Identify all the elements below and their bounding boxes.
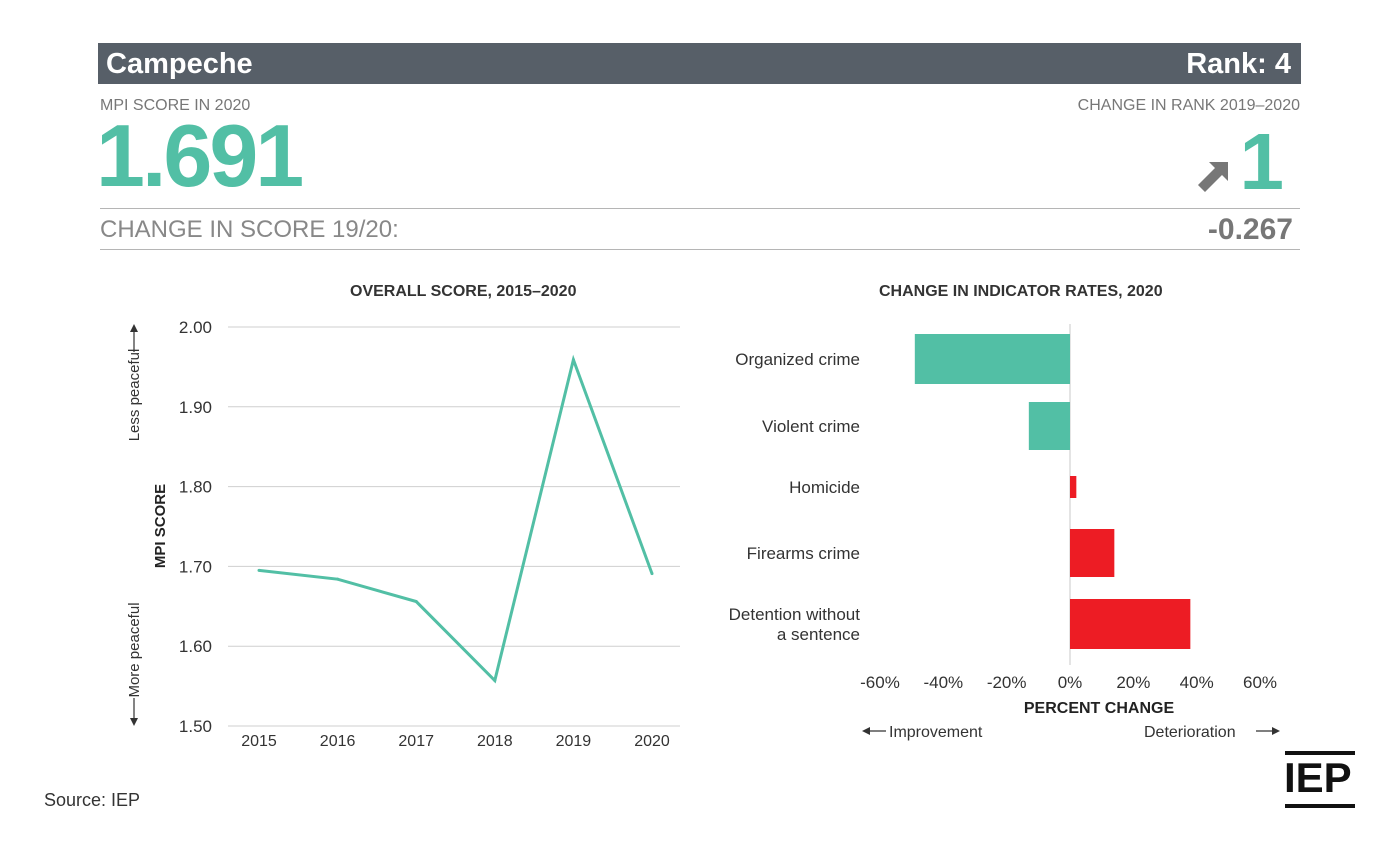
y-axis-label: MPI SCORE [152,484,169,568]
score-change-value: -0.267 [1207,213,1293,246]
y-tick-label: 1.60 [179,637,212,656]
arrow-right-icon [1272,727,1280,735]
y-tick-label: 1.50 [179,717,212,736]
arrow-left-icon [862,727,870,735]
line-chart-title: OVERALL SCORE, 2015–2020 [350,283,577,300]
header-bar: Campeche Rank: 4 [98,43,1301,84]
category-label: Detention without [729,605,861,624]
x-axis-label: PERCENT CHANGE [1024,700,1175,717]
data-point [493,679,497,683]
rank-change-label: CHANGE IN RANK 2019–2020 [1077,97,1300,114]
state-name: Campeche [106,48,253,80]
rank-label: Rank: 4 [1186,48,1291,80]
category-label: a sentence [777,625,860,644]
rank-change-value: 1 [1239,117,1285,206]
bar [1070,529,1115,577]
y-tick-label: 1.70 [179,557,212,576]
x-tick-label: 2018 [477,733,513,750]
legend-deterioration: Deterioration [1144,724,1236,741]
y-tick-label: 1.90 [179,398,212,417]
bar-chart: Organized crime Violent crime Homicide Fire… [729,324,1280,741]
x-tick-label: 2016 [320,733,356,750]
x-tick-label: -40% [923,673,963,692]
x-tick-label: 2017 [398,733,434,750]
category-label: Homicide [789,478,860,497]
arrow-down-icon [130,718,138,726]
bar [1028,402,1070,450]
legend-improvement: Improvement [889,724,983,741]
bar [914,334,1070,384]
category-label: Firearms crime [747,544,860,563]
x-tick-label: 2019 [556,733,592,750]
category-label: Violent crime [762,417,860,436]
data-point [571,358,575,362]
bar-chart-title: CHANGE IN INDICATOR RATES, 2020 [879,283,1163,300]
arrow-up-right-icon [1198,162,1228,192]
line-chart: 1.50 1.60 1.70 1.80 1.90 2.00 2015 2016 2017 2018… [126,318,680,750]
divider [100,249,1300,250]
mpi-score-value: 1.691 [96,106,304,205]
x-tick-label: 60% [1243,673,1277,692]
x-tick-label: 20% [1116,673,1150,692]
arrow-up-icon [130,324,138,332]
y-annotation-top: Less peaceful [126,349,143,442]
data-point [650,572,654,576]
divider [100,208,1300,209]
iep-logo: IEP [1284,751,1355,808]
mpi-score-label: MPI SCORE IN 2020 [100,97,251,114]
y-tick-label: 2.00 [179,318,212,337]
data-point [257,568,261,572]
x-tick-label: 2015 [241,733,277,750]
category-label: Organized crime [735,350,860,369]
x-tick-label: 0% [1058,673,1083,692]
bar [1070,599,1191,649]
series-line [258,354,654,684]
x-tick-label: -60% [860,673,900,692]
logo-text: IEP [1284,754,1352,801]
y-tick-label: 1.80 [179,478,212,497]
x-tick-label: 2020 [634,733,670,750]
data-point [336,577,340,581]
source-note: Source: IEP [44,790,141,810]
x-tick-label: 40% [1180,673,1214,692]
y-annotation-bottom: More peaceful [126,602,143,697]
data-point [414,600,418,604]
bar [1070,476,1077,498]
score-change-label: CHANGE IN SCORE 19/20: [100,216,399,243]
x-tick-label: -20% [987,673,1027,692]
